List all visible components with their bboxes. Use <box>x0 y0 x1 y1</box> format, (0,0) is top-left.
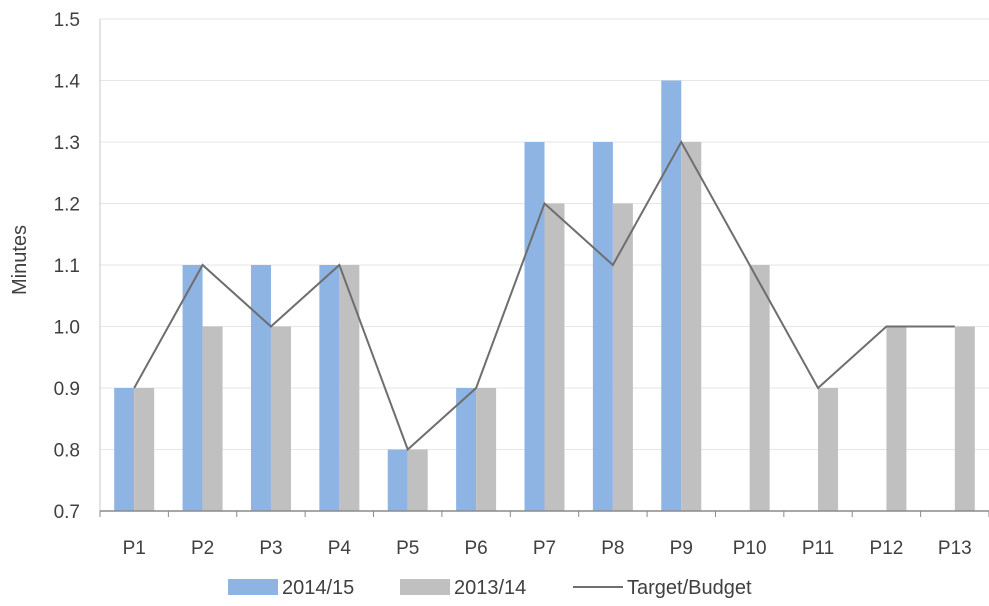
legend-item: 2013/14 <box>400 577 526 599</box>
bar-2014/15 <box>524 142 545 511</box>
x-axis <box>99 19 989 517</box>
x-tick-label: P2 <box>191 538 214 559</box>
x-tick-label: P1 <box>123 538 146 559</box>
x-tick-label: P11 <box>802 538 834 559</box>
bar-2014/15 <box>592 142 613 511</box>
x-tick-label: P7 <box>533 538 556 559</box>
bar-2013/14 <box>954 326 975 511</box>
legend-item: 2014/15 <box>228 577 354 599</box>
legend-swatch <box>400 579 450 595</box>
legend-label: 2013/14 <box>454 577 526 599</box>
x-tick-label: P9 <box>670 538 693 559</box>
y-tick-label: 0.8 <box>54 441 80 462</box>
target-line <box>133 139 955 452</box>
x-tick-label: P3 <box>259 538 282 559</box>
x-axis-tick-labels: P1 P2 P3 P4 P5 P6 P7 P8 P9 P10 P11 P12 P13 <box>123 538 972 559</box>
bar-2013/14 <box>202 326 223 511</box>
bar-2014/15 <box>661 80 682 511</box>
y-tick-label: 1.4 <box>54 72 81 93</box>
bar-2014/15 <box>319 265 340 511</box>
x-tick-label: P13 <box>938 538 972 559</box>
line-Target/Budget <box>133 139 955 452</box>
y-tick-label: 1.5 <box>54 10 80 31</box>
bar-2013/14 <box>476 388 497 511</box>
x-tick-label: P8 <box>601 538 624 559</box>
legend-label: Target/Budget <box>627 577 752 599</box>
bar-2014/15 <box>182 265 203 511</box>
legend-swatch <box>228 579 278 595</box>
x-tick-label: P12 <box>870 538 904 559</box>
y-tick-label: 0.7 <box>54 502 80 523</box>
y-tick-label: 1.3 <box>54 133 80 154</box>
bar-2014/15 <box>114 388 135 511</box>
x-tick-label: P4 <box>328 538 352 559</box>
x-tick-label: P5 <box>396 538 419 559</box>
y-tick-label: 0.9 <box>54 379 80 400</box>
x-tick-label: P6 <box>464 538 487 559</box>
x-tick-label: P10 <box>733 538 767 559</box>
bars <box>114 80 975 511</box>
y-axis-label: Minutes <box>9 225 31 295</box>
bar-2013/14 <box>886 326 907 511</box>
bar-2013/14 <box>407 449 428 511</box>
legend: 2014/15 2013/14 Target/Budget <box>228 577 752 599</box>
bar-2013/14 <box>818 388 839 511</box>
y-tick-label: 1.0 <box>54 318 80 339</box>
bar-2014/15 <box>456 388 477 511</box>
legend-item: Target/Budget <box>573 577 752 599</box>
y-axis-tick-labels: 0.7 0.8 0.9 1.0 1.1 1.2 1.3 1.4 1.5 <box>54 10 81 523</box>
legend-label: 2014/15 <box>282 577 354 599</box>
bar-2013/14 <box>544 203 565 511</box>
bar-2013/14 <box>681 142 702 511</box>
bar-2014/15 <box>250 265 271 511</box>
y-tick-label: 1.2 <box>54 195 80 216</box>
bar-2013/14 <box>612 203 633 511</box>
bar-2014/15 <box>387 449 408 511</box>
bar-2013/14 <box>270 326 291 511</box>
bar-2013/14 <box>749 265 770 511</box>
y-tick-label: 1.1 <box>54 256 80 277</box>
bar-2013/14 <box>339 265 360 511</box>
bar-2013/14 <box>134 388 155 511</box>
